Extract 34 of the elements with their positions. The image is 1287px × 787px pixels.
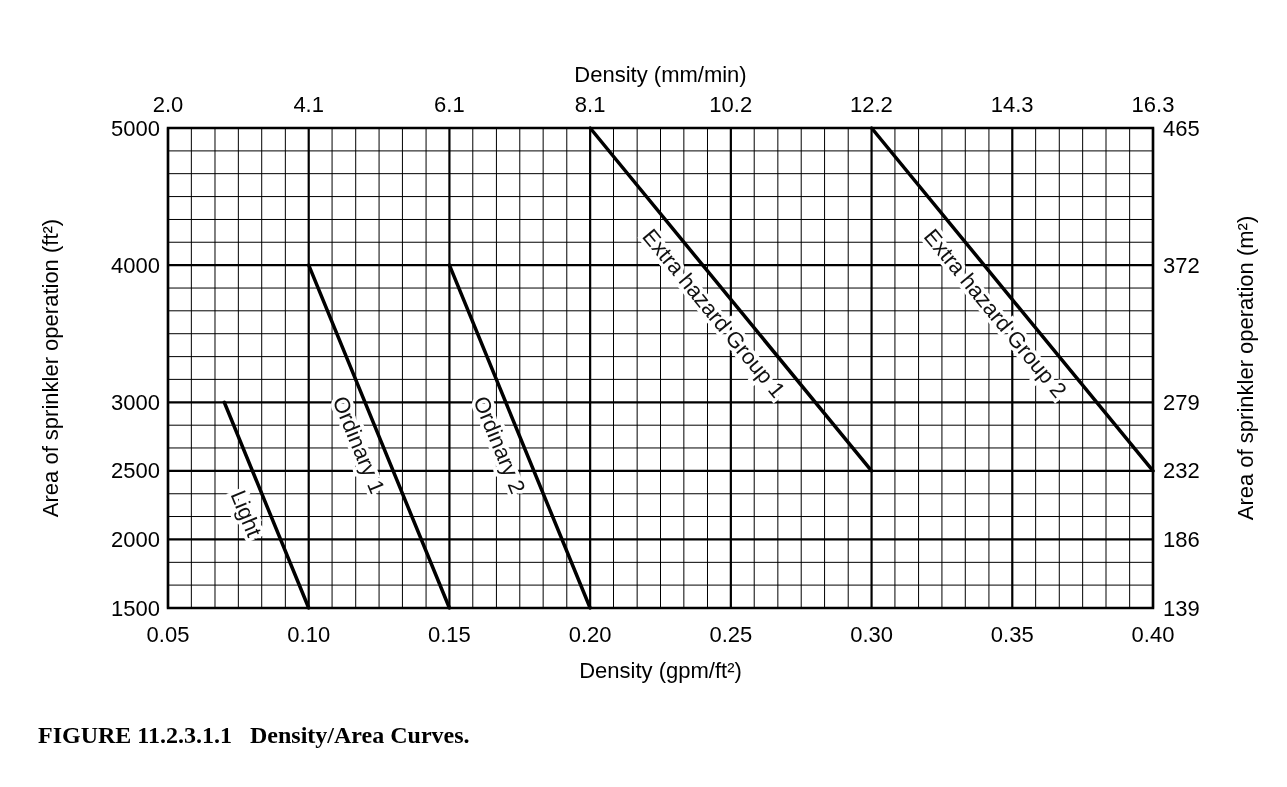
y2-tick-label: 186 — [1163, 526, 1200, 552]
x-tick-label: 0.40 — [1131, 622, 1175, 647]
y2-tick-label: 465 — [1163, 115, 1200, 141]
y-tick-label: 4000 — [111, 252, 160, 278]
x2-tick-label: 16.3 — [1131, 92, 1175, 117]
y2-tick-label: 279 — [1163, 389, 1200, 415]
x2-tick-label: 8.1 — [574, 92, 606, 117]
y-axis-title: Area of sprinkler operation (ft²) — [38, 218, 63, 518]
y-tick-label: 2000 — [111, 526, 160, 552]
x-tick-label: 0.05 — [146, 622, 190, 647]
text: FIGURE 11.2.3.1.1 Density/Area Curves. — [38, 722, 470, 748]
x-tick-label: 0.10 — [287, 622, 331, 647]
text: Light — [225, 486, 267, 541]
y2-axis-title: Area of sprinkler operation (m²) — [1233, 215, 1258, 521]
y-tick-label: 3000 — [111, 389, 160, 415]
x2-axis-title: Density (mm/min) — [574, 62, 747, 87]
x-axis-title: Density (gpm/ft²) — [579, 658, 742, 683]
y-tick-label: 2500 — [111, 458, 160, 484]
x-tick-label: 0.15 — [428, 622, 471, 647]
y2-tick-label: 232 — [1163, 458, 1200, 484]
x2-tick-label: 4.1 — [293, 92, 324, 117]
x-tick-label: 0.30 — [850, 622, 893, 647]
x-tick-label: 0.20 — [568, 622, 612, 647]
y-tick-label: 5000 — [111, 115, 160, 141]
x2-tick-label: 10.2 — [709, 92, 753, 117]
x2-tick-label: 6.1 — [434, 92, 465, 117]
y2-tick-label: 372 — [1163, 252, 1200, 278]
x2-tick-label: 2.0 — [152, 92, 184, 117]
x2-tick-label: 14.3 — [990, 92, 1034, 117]
y-tick-label: 1500 — [111, 595, 160, 621]
x-tick-label: 0.25 — [709, 622, 753, 647]
y2-tick-label: 139 — [1163, 595, 1200, 621]
x2-tick-label: 12.2 — [850, 92, 893, 117]
x-tick-label: 0.35 — [990, 622, 1034, 647]
